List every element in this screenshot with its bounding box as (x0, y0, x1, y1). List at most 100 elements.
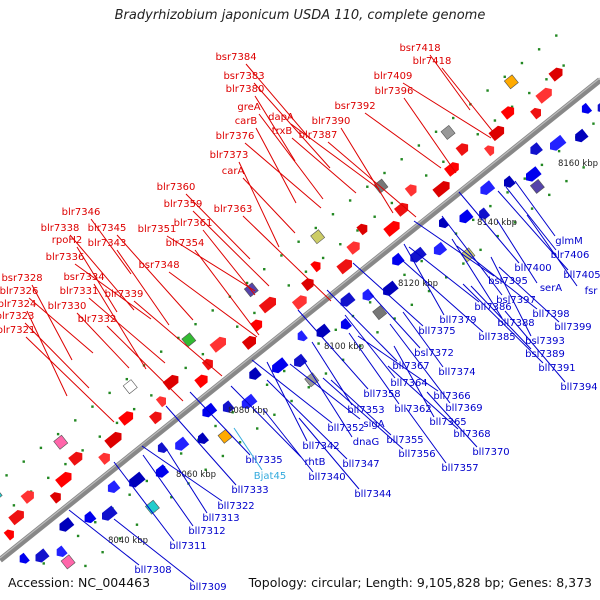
track-dot (486, 89, 489, 92)
track-dot (304, 270, 308, 273)
tick-label: 8160 kbp (558, 159, 598, 169)
reverse-gene-label: bsl7389 (470, 285, 565, 360)
forward-label-text: blr7409 (374, 71, 413, 82)
leader-line (266, 361, 308, 442)
reverse-gene-label: bll7374 (402, 311, 476, 378)
forward-gene-arrow (404, 184, 417, 197)
track-dot (434, 130, 438, 133)
leader-line (301, 357, 353, 438)
track-dot (334, 328, 337, 331)
track-dot (420, 259, 423, 263)
reverse-label-text: bll7347 (342, 459, 379, 470)
reverse-gene-arrow (392, 252, 405, 266)
forward-label-text: blr7380 (226, 84, 265, 95)
track-dot (231, 411, 234, 414)
leader-line (233, 427, 263, 471)
reverse-label-text: bll7353 (347, 405, 384, 416)
leader-line (142, 454, 194, 527)
leader-line (166, 235, 256, 292)
leader-line (526, 214, 578, 287)
track-dot (118, 537, 121, 540)
reverse-gene-arrow (294, 353, 308, 368)
track-dot (214, 424, 217, 428)
reverse-gene-arrow (198, 432, 209, 444)
forward-label-text: blr7336 (46, 252, 85, 263)
reverse-gene-label: bll7309 (113, 518, 227, 593)
track-dot (74, 419, 77, 422)
track-dot (265, 383, 269, 386)
track-dot (489, 204, 492, 208)
leader-line (255, 127, 297, 204)
reverse-gene-label: bll7311 (113, 461, 207, 552)
reverse-gene-label: bsl7372 (369, 292, 454, 359)
track-dot (263, 268, 266, 271)
track-dot (493, 119, 497, 122)
reverse-label-text: bll7374 (438, 367, 475, 378)
leader-line (74, 263, 152, 320)
reverse-gene-arrow (433, 241, 448, 256)
leader-line (93, 283, 147, 370)
track-dot (341, 358, 345, 361)
forward-gene-label: blr7359 (164, 199, 270, 287)
forward-gene-label: bsr7384 (215, 52, 311, 140)
reverse-gene-label: bll7362 (348, 332, 432, 415)
track-dot (400, 158, 403, 161)
reverse-label-text: bll7385 (478, 332, 515, 343)
forward-gene-arrow (155, 396, 166, 408)
reverse-gene-arrow (480, 180, 496, 195)
forward-gene-arrow (383, 220, 400, 237)
leader-line (470, 285, 532, 350)
track-dot (132, 407, 136, 411)
reverse-gene-arrow (175, 436, 190, 451)
forward-gene-arrow (8, 510, 24, 526)
reverse-gene-arrow (550, 134, 567, 151)
genome-backbone (0, 77, 600, 563)
forward-gene-label: blr7343 (88, 238, 170, 326)
reverse-gene-arrow (202, 402, 218, 418)
forward-label-text: blr7418 (413, 56, 452, 67)
forward-gene-label: blr7373 (210, 150, 280, 248)
forward-label-text: blr7326 (0, 286, 38, 297)
forward-gene-label: dapA (268, 112, 380, 190)
reverse-label-text: bll7368 (453, 429, 490, 440)
leader-line (498, 266, 560, 323)
forward-label-text: blr7324 (0, 299, 36, 310)
reverse-label-text: fsr (585, 286, 599, 297)
track-dot (462, 262, 465, 265)
leader-line (113, 461, 175, 542)
leader-line (393, 345, 435, 418)
reverse-label-text: bll7367 (392, 361, 429, 372)
forward-gene-label: bsr7418 (399, 43, 471, 111)
leader-line (405, 407, 447, 464)
leader-line (389, 323, 451, 404)
forward-gene-label: blr7323 (0, 311, 90, 389)
leader-line (106, 325, 184, 402)
leader-line (253, 82, 331, 169)
leader-line (364, 112, 442, 169)
track-dot (562, 64, 565, 67)
forward-label-text: blr7323 (0, 311, 34, 322)
leader-line (68, 509, 140, 566)
forward-label-text: blr7396 (375, 86, 414, 97)
reverse-gene-label: bll7333 (165, 405, 269, 496)
reverse-label-text: bll7311 (169, 541, 206, 552)
forward-gene-label: blr7376 (216, 131, 322, 209)
forward-gene-arrow (68, 451, 83, 466)
track-dot (177, 336, 180, 340)
track-dot (194, 322, 197, 326)
leader-line (462, 283, 544, 364)
forward-label-text: bsr7334 (63, 272, 104, 283)
forward-gene-label: blr7396 (375, 86, 457, 174)
leader-line (24, 322, 90, 389)
leader-line (194, 249, 260, 336)
reverse-gene-arrow (19, 552, 30, 564)
leader-line (504, 310, 566, 383)
reverse-label-text: bll7335 (245, 455, 282, 466)
forward-label-text: blr7390 (312, 116, 351, 127)
leader-line (26, 310, 68, 397)
accession-text: Accession: NC_004463 (8, 575, 151, 590)
reverse-gene-label: bll7391 (462, 283, 576, 374)
feature-box (372, 305, 388, 321)
leader-line (403, 97, 457, 174)
reverse-gene-label: bll7356 (322, 377, 436, 460)
